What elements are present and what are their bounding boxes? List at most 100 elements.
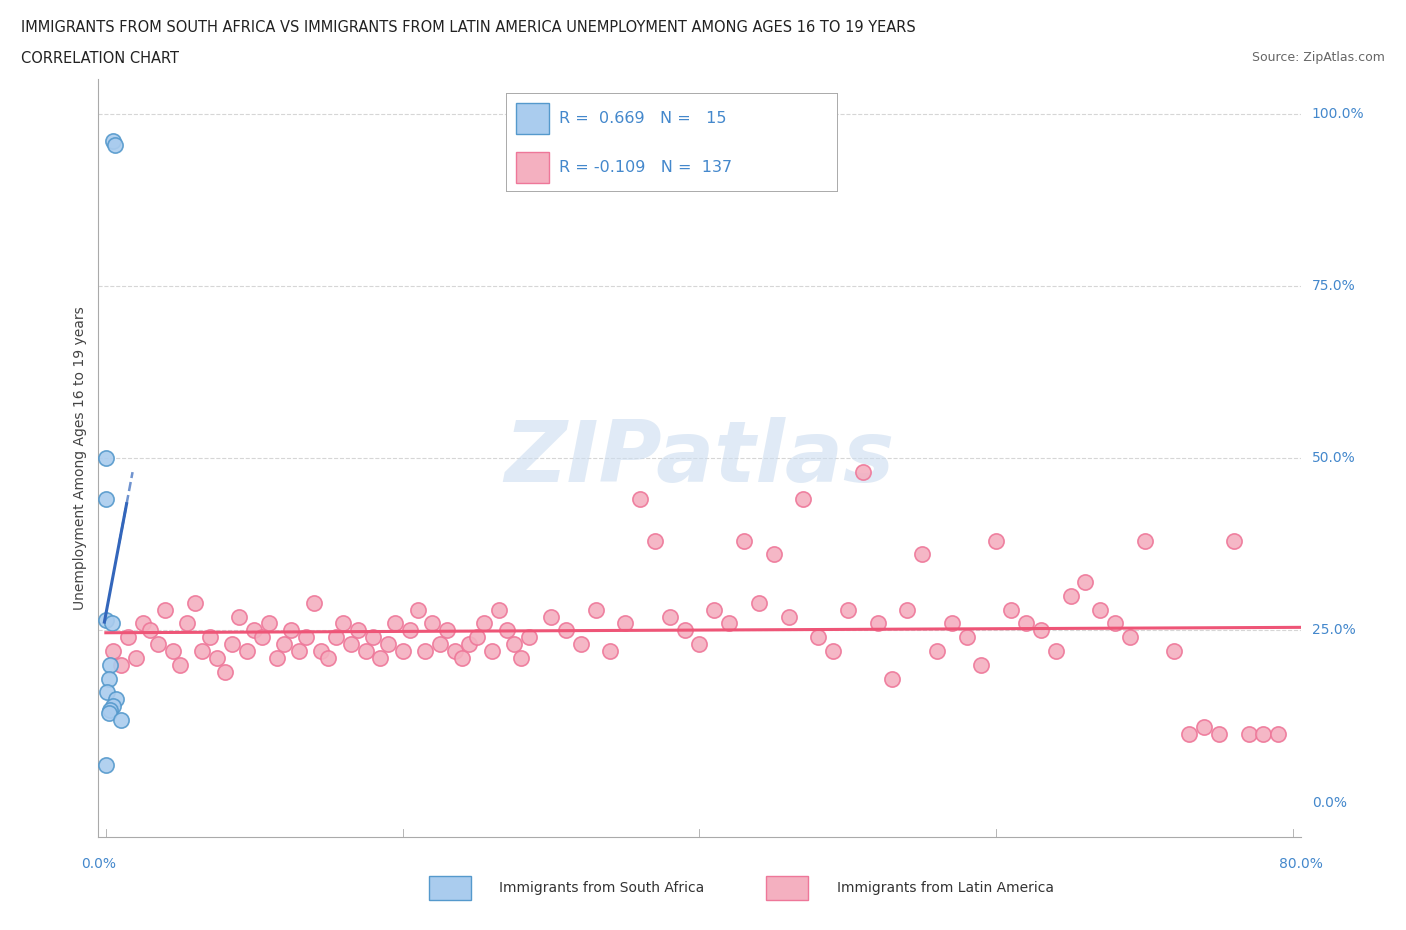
Point — [287, 644, 309, 658]
Point — [517, 630, 540, 644]
Text: R = -0.109   N =  137: R = -0.109 N = 137 — [560, 160, 733, 175]
Point — [1015, 616, 1038, 631]
Point — [332, 616, 354, 631]
Point — [347, 623, 370, 638]
Text: IMMIGRANTS FROM SOUTH AFRICA VS IMMIGRANTS FROM LATIN AMERICA UNEMPLOYMENT AMONG: IMMIGRANTS FROM SOUTH AFRICA VS IMMIGRAN… — [21, 20, 915, 35]
Point — [110, 712, 132, 727]
Point — [762, 547, 785, 562]
Text: 80.0%: 80.0% — [1278, 857, 1323, 870]
Bar — [516, 103, 550, 134]
Point — [399, 623, 422, 638]
Point — [325, 630, 347, 644]
Point — [94, 613, 117, 628]
Point — [673, 623, 696, 638]
Point — [422, 616, 444, 631]
Point — [103, 644, 125, 658]
Point — [488, 603, 510, 618]
Point — [98, 702, 121, 717]
Point — [97, 706, 120, 721]
Point — [250, 630, 273, 644]
Point — [458, 637, 481, 652]
Point — [243, 623, 266, 638]
Point — [384, 616, 406, 631]
Point — [1163, 644, 1185, 658]
Point — [807, 630, 830, 644]
Point — [103, 698, 125, 713]
Point — [1119, 630, 1142, 644]
Point — [1192, 719, 1215, 734]
Point — [236, 644, 259, 658]
Point — [104, 137, 127, 152]
Point — [970, 658, 993, 672]
Point — [925, 644, 948, 658]
Point — [1088, 603, 1111, 618]
Text: 50.0%: 50.0% — [1312, 451, 1355, 465]
Point — [1133, 533, 1156, 548]
Point — [94, 757, 117, 772]
Point — [198, 630, 221, 644]
Point — [503, 637, 526, 652]
Text: 100.0%: 100.0% — [1312, 107, 1364, 121]
Text: 0.0%: 0.0% — [82, 857, 115, 870]
Text: CORRELATION CHART: CORRELATION CHART — [21, 51, 179, 66]
Point — [585, 603, 607, 618]
Point — [361, 630, 384, 644]
Point — [117, 630, 139, 644]
Point — [837, 603, 859, 618]
Point — [1222, 533, 1246, 548]
Bar — [516, 152, 550, 183]
Point — [169, 658, 191, 672]
Point — [540, 609, 562, 624]
Point — [273, 637, 295, 652]
Point — [221, 637, 243, 652]
Point — [852, 464, 875, 479]
Point — [882, 671, 904, 686]
Point — [614, 616, 637, 631]
Point — [688, 637, 710, 652]
Point — [214, 664, 236, 679]
Point — [955, 630, 977, 644]
Point — [266, 650, 288, 665]
Text: 75.0%: 75.0% — [1312, 279, 1355, 293]
Point — [318, 650, 340, 665]
Text: 0.0%: 0.0% — [1312, 795, 1347, 809]
Point — [105, 692, 128, 707]
Point — [481, 644, 503, 658]
Point — [406, 603, 429, 618]
Point — [97, 671, 120, 686]
Point — [941, 616, 963, 631]
Point — [370, 650, 392, 665]
Point — [658, 609, 681, 624]
Point — [1000, 603, 1022, 618]
Point — [1253, 726, 1275, 741]
Point — [1074, 575, 1097, 590]
Point — [1208, 726, 1230, 741]
Point — [228, 609, 250, 624]
Point — [748, 595, 770, 610]
Point — [792, 492, 814, 507]
Point — [569, 637, 592, 652]
Point — [98, 658, 121, 672]
Point — [451, 650, 474, 665]
Point — [146, 637, 169, 652]
Point — [354, 644, 377, 658]
Point — [986, 533, 1008, 548]
Point — [377, 637, 399, 652]
Y-axis label: Unemployment Among Ages 16 to 19 years: Unemployment Among Ages 16 to 19 years — [73, 306, 87, 610]
Text: Immigrants from South Africa: Immigrants from South Africa — [499, 881, 704, 896]
Point — [413, 644, 436, 658]
Point — [443, 644, 465, 658]
Text: Source: ZipAtlas.com: Source: ZipAtlas.com — [1251, 51, 1385, 64]
Text: Immigrants from Latin America: Immigrants from Latin America — [837, 881, 1053, 896]
Point — [1178, 726, 1201, 741]
Point — [205, 650, 228, 665]
Point — [1104, 616, 1126, 631]
Point — [465, 630, 488, 644]
Point — [302, 595, 325, 610]
Point — [628, 492, 651, 507]
Point — [155, 603, 177, 618]
Point — [733, 533, 755, 548]
Point — [1237, 726, 1260, 741]
Point — [103, 134, 125, 149]
Point — [436, 623, 458, 638]
